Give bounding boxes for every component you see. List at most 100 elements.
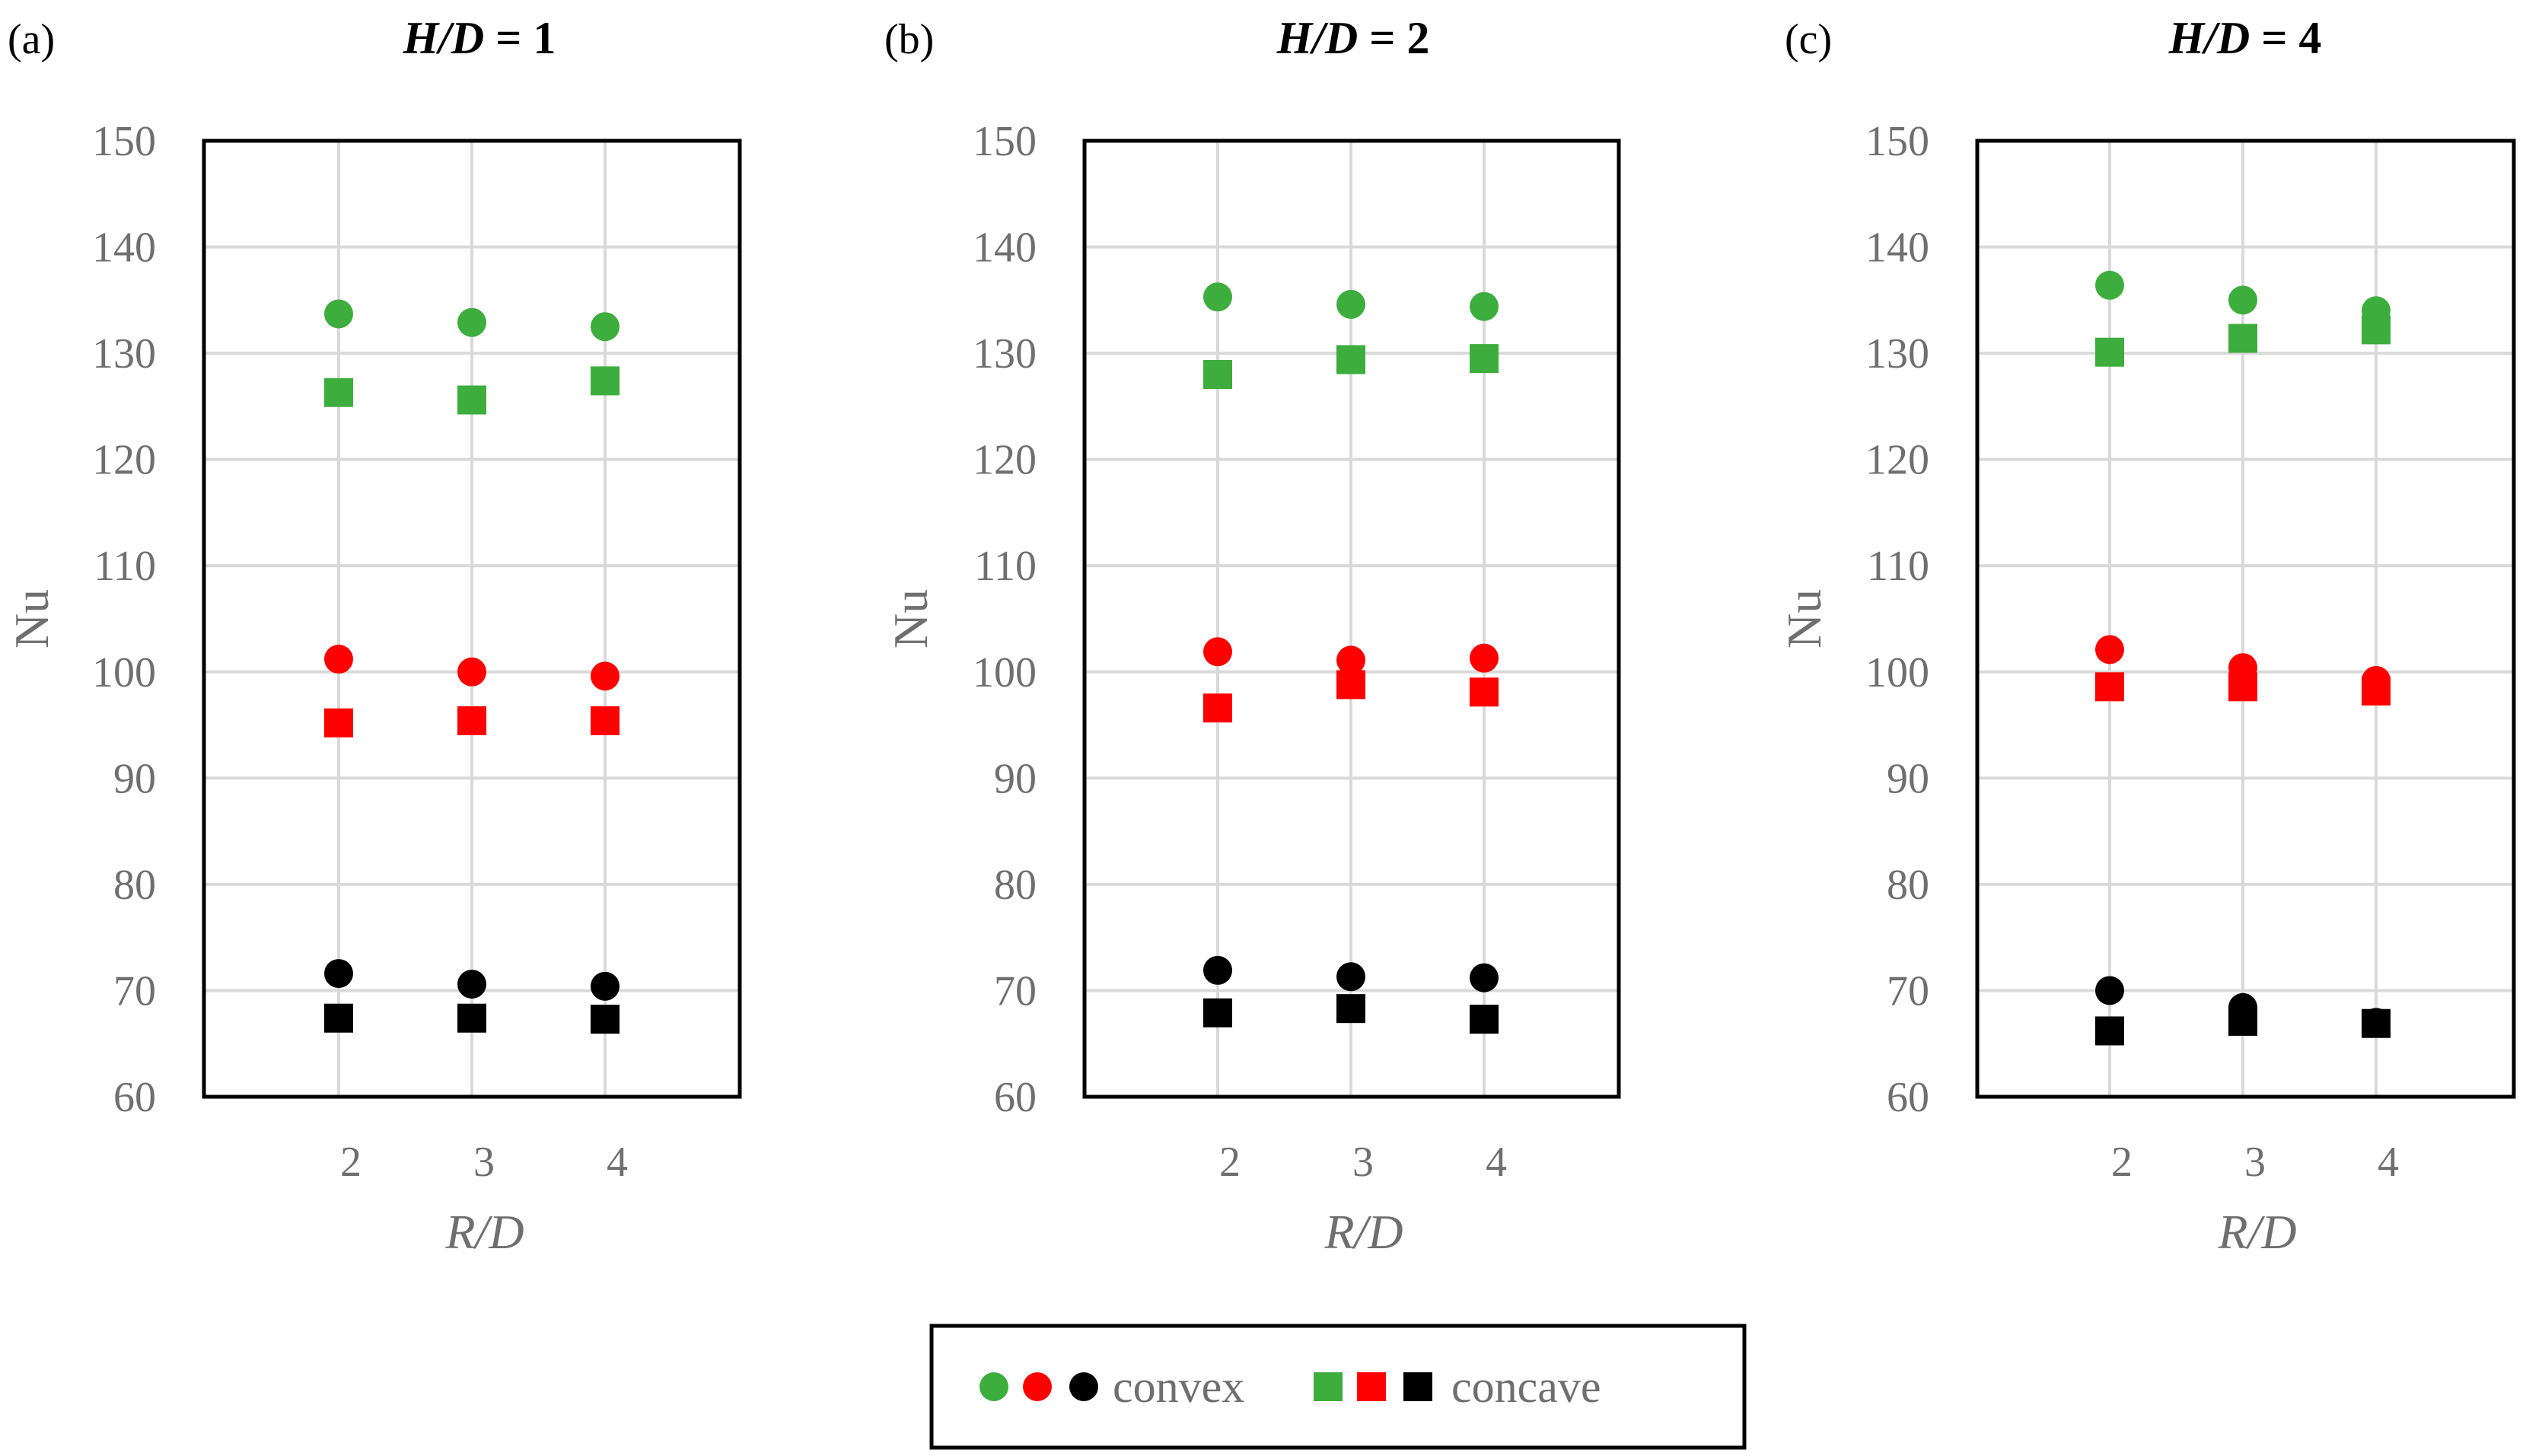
- y-tick-label: 60: [1887, 1074, 1929, 1121]
- concave-point: [1203, 360, 1232, 390]
- convex-point: [1470, 963, 1499, 992]
- concave-point: [457, 706, 486, 735]
- x-tick-label: 4: [1486, 1139, 1507, 1186]
- x-axis-label: R/D: [1324, 1205, 1403, 1259]
- y-tick-label: 90: [1887, 755, 1929, 802]
- y-tick-label: 70: [113, 967, 156, 1015]
- y-axis-label: Nu: [5, 589, 59, 648]
- y-tick-label: 120: [973, 437, 1037, 484]
- convex-point: [2095, 270, 2124, 300]
- plot-frame: [202, 139, 742, 1099]
- y-tick-label: 110: [974, 543, 1037, 590]
- convex-point: [457, 970, 486, 999]
- legend-concave-marker: [1314, 1372, 1343, 1401]
- concave-point: [1336, 670, 1365, 699]
- concave-point: [2362, 315, 2391, 345]
- concave-point: [2228, 1006, 2257, 1036]
- y-tick-label: 120: [92, 437, 156, 484]
- panel-title: H/D = 1: [403, 13, 556, 63]
- panel-c: (c) H/D = 4 150 140 130 120 110 100 90 80 70 60 2 3…: [1777, 13, 2516, 1259]
- panel-label: (c): [1785, 16, 1832, 63]
- concave-point: [2095, 337, 2124, 367]
- panel-title-rest: = 2: [1358, 13, 1429, 63]
- y-tick-label: 140: [1865, 225, 1929, 272]
- concave-point: [324, 378, 353, 407]
- legend: convex concave: [929, 1324, 1747, 1450]
- legend-convex-marker: [1069, 1372, 1098, 1401]
- y-tick-label: 150: [973, 118, 1037, 165]
- panel-title: H/D = 2: [1276, 13, 1430, 63]
- concave-point: [1336, 345, 1365, 374]
- concave-point: [457, 385, 486, 415]
- panel-label: (a): [8, 16, 55, 63]
- convex-point: [1336, 645, 1365, 675]
- y-tick-label: 100: [973, 649, 1037, 696]
- convex-point: [591, 971, 620, 1001]
- y-tick-label: 110: [1867, 543, 1929, 590]
- plot-frame: [1975, 139, 2516, 1099]
- concave-point: [324, 1003, 353, 1033]
- y-tick-label: 80: [113, 862, 156, 909]
- y-axis-label: Nu: [884, 589, 938, 648]
- plot-frame: [1082, 139, 1621, 1099]
- concave-point: [2228, 323, 2257, 353]
- y-tick-label: 80: [994, 862, 1037, 909]
- convex-point: [457, 307, 486, 337]
- convex-point: [1203, 282, 1232, 312]
- x-tick-label: 2: [1219, 1139, 1241, 1186]
- y-tick-label: 60: [113, 1074, 156, 1121]
- y-tick-label: 100: [92, 649, 156, 696]
- concave-point: [2095, 672, 2124, 702]
- panel-title-italic: H/D: [403, 13, 485, 63]
- x-tick-label: 3: [1352, 1139, 1374, 1186]
- concave-point: [591, 706, 620, 735]
- concave-point: [324, 708, 353, 738]
- legend-concave-marker: [1357, 1372, 1386, 1401]
- y-tick-label: 130: [92, 330, 156, 378]
- convex-point: [1470, 643, 1499, 673]
- convex-point: [1336, 289, 1365, 319]
- concave-point: [1203, 693, 1232, 723]
- panel-title: H/D = 4: [2168, 13, 2322, 63]
- panel-b: (b) H/D = 2 150 140 130 120 110 100 90 80 70 60 2 3…: [884, 13, 1621, 1259]
- y-tick-label: 150: [1865, 118, 1929, 165]
- convex-point: [2095, 976, 2124, 1005]
- concave-point: [1470, 1005, 1499, 1034]
- y-tick-label: 140: [92, 225, 156, 272]
- panel-title-rest: = 4: [2250, 13, 2321, 63]
- y-tick-label: 70: [1887, 967, 1929, 1015]
- x-tick-label: 4: [2378, 1139, 2399, 1186]
- x-axis-label: R/D: [444, 1205, 524, 1259]
- legend-concave-label: concave: [1451, 1362, 1601, 1412]
- panel-title-rest: = 1: [484, 13, 556, 63]
- y-tick-label: 130: [973, 330, 1037, 378]
- convex-point: [591, 661, 620, 691]
- convex-point: [591, 312, 620, 342]
- x-tick-label: 3: [2244, 1139, 2266, 1186]
- concave-point: [2362, 1008, 2391, 1038]
- convex-point: [1203, 637, 1232, 667]
- y-tick-label: 150: [92, 118, 156, 165]
- y-tick-label: 90: [113, 755, 156, 802]
- convex-point: [324, 959, 353, 989]
- x-tick-label: 2: [340, 1139, 362, 1186]
- y-tick-label: 60: [994, 1074, 1037, 1121]
- convex-point: [2095, 635, 2124, 664]
- y-tick-label: 80: [1887, 862, 1929, 909]
- panel-title-italic: H/D: [1276, 13, 1359, 63]
- convex-point: [1470, 292, 1499, 321]
- y-axis-label: Nu: [1777, 589, 1831, 648]
- x-tick-label: 4: [607, 1139, 628, 1186]
- concave-point: [1203, 998, 1232, 1027]
- legend-concave-marker: [1403, 1372, 1432, 1401]
- concave-point: [591, 1005, 620, 1034]
- panel-label: (b): [884, 16, 934, 63]
- y-tick-label: 140: [973, 225, 1037, 272]
- x-axis-label: R/D: [2217, 1205, 2296, 1259]
- concave-point: [2362, 676, 2391, 706]
- y-tick-label: 100: [1865, 649, 1929, 696]
- panel-a: (a) H/D = 1 150 140 130 120 110 100 90 80 70 60 2 3…: [5, 13, 742, 1259]
- y-tick-label: 130: [1865, 330, 1929, 378]
- concave-point: [591, 366, 620, 396]
